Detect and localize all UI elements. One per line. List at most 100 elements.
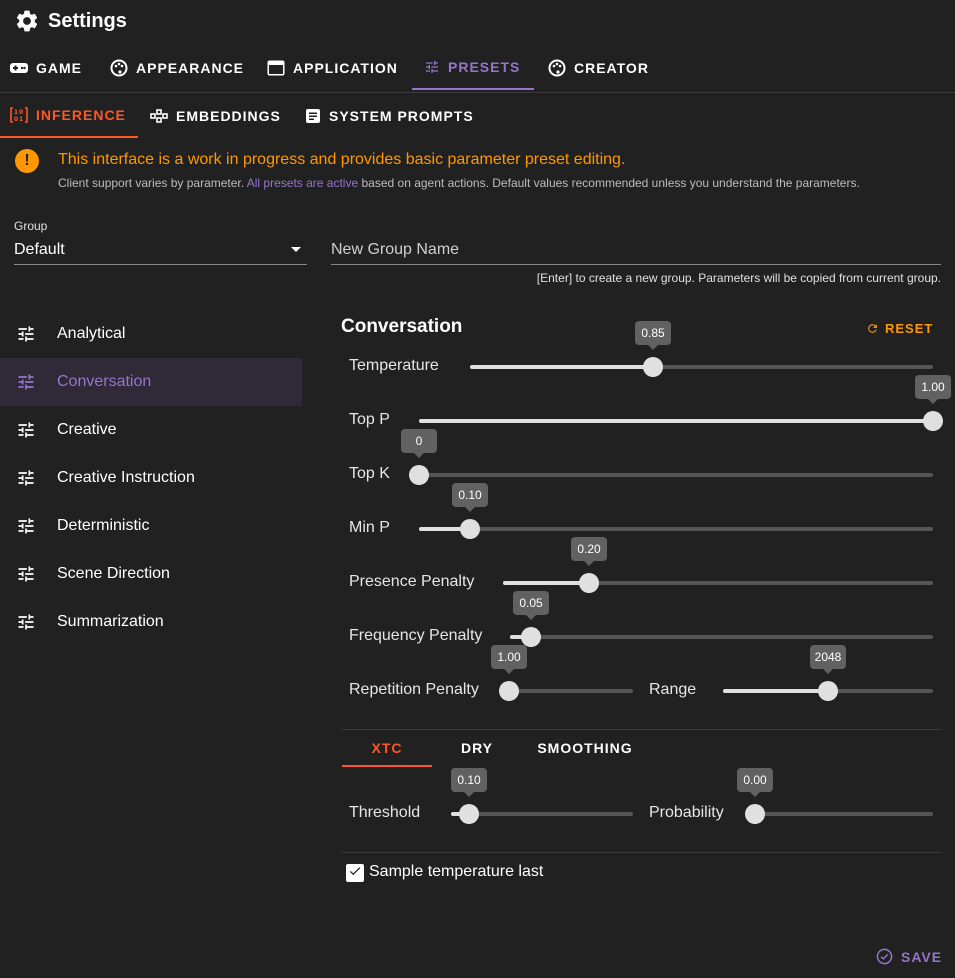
alert-sub-text: Client support varies by parameter. [58, 176, 245, 190]
checkmark-icon [348, 864, 362, 883]
divider [341, 852, 941, 853]
tune-icon [16, 516, 36, 541]
alert-icon: ! [15, 149, 39, 173]
alert-subtitle: Client support varies by parameter. All … [58, 176, 860, 190]
slider-value-label: 0.85 [635, 321, 671, 350]
slider-thumb[interactable] [745, 804, 765, 824]
threshold-label: Threshold [349, 804, 421, 821]
preset-item-deterministic[interactable]: Deterministic [0, 502, 302, 550]
preset-item-label: Analytical [57, 325, 126, 342]
slider-fill [419, 527, 470, 531]
range-slider[interactable]: 2048 [723, 645, 933, 701]
new-group-name-input[interactable]: New Group Name [331, 236, 941, 265]
page-title-text: Settings [48, 9, 127, 32]
reset-button[interactable]: RESET [866, 321, 933, 336]
tune-icon [16, 372, 36, 397]
probability-slider[interactable]: 0.00 [737, 768, 933, 824]
preset-item-conversation[interactable]: Conversation [0, 358, 302, 406]
slider-value-label: 0.00 [737, 768, 773, 797]
slider-fill [503, 581, 589, 585]
preset-item-creative[interactable]: Creative [0, 406, 302, 454]
slider-value-label: 0 [401, 429, 437, 458]
tab-application[interactable]: APPLICATION [267, 46, 397, 90]
frequency-penalty-label: Frequency Penalty [349, 627, 483, 644]
slider-thumb[interactable] [409, 465, 429, 485]
main-tabs: GAME APPEARANCE APPLICATION PRESETS CREA… [0, 46, 955, 93]
slider-thumb[interactable] [579, 573, 599, 593]
preset-item-analytical[interactable]: Analytical [0, 310, 302, 358]
sample-temperature-last-label: Sample temperature last [369, 863, 544, 880]
tune-icon [16, 324, 36, 349]
tab-system-prompts[interactable]: SYSTEM PROMPTS [305, 94, 477, 138]
slider-thumb[interactable] [923, 411, 943, 431]
probability-label: Probability [649, 804, 724, 821]
slider-value-label: 0.10 [451, 768, 487, 797]
save-button[interactable]: SAVE [876, 948, 942, 965]
slider-value-label: 2048 [810, 645, 846, 674]
tab-inference[interactable]: 10 01 INFERENCE [0, 94, 138, 138]
frequency-penalty-slider[interactable]: 0.05 [510, 591, 933, 647]
slider-thumb[interactable] [460, 519, 480, 539]
threshold-slider[interactable]: 0.10 [451, 768, 633, 824]
sample-temperature-last-checkbox[interactable] [346, 864, 364, 882]
preset-item-creative-instruction[interactable]: Creative Instruction [0, 454, 302, 502]
slider-thumb[interactable] [499, 681, 519, 701]
tab-game-label: GAME [36, 60, 82, 76]
slider-fill [723, 689, 828, 693]
top-k-label: Top K [349, 465, 390, 482]
presence-penalty-slider[interactable]: 0.20 [503, 537, 933, 593]
preset-item-summarization[interactable]: Summarization [0, 598, 302, 646]
preset-item-scene-direction[interactable]: Scene Direction [0, 550, 302, 598]
group-select[interactable]: Default [14, 236, 307, 265]
tab-application-label: APPLICATION [293, 60, 398, 76]
alert-sub-text-end: based on agent actions. Default values r… [361, 176, 860, 190]
tab-smoothing[interactable]: SMOOTHING [537, 739, 633, 756]
slider-fill [419, 419, 933, 423]
gear-icon [14, 8, 40, 34]
chevron-down-icon [291, 247, 301, 252]
group-label: Group [14, 219, 48, 233]
application-icon [267, 60, 285, 76]
slider-thumb[interactable] [643, 357, 663, 377]
group-select-value: Default [14, 241, 65, 258]
slider-thumb[interactable] [459, 804, 479, 824]
new-group-placeholder: New Group Name [331, 241, 460, 258]
preset-item-label: Deterministic [57, 517, 150, 534]
slider-fill [470, 365, 653, 369]
tab-inference-label: INFERENCE [36, 107, 126, 123]
tab-dry[interactable]: DRY [460, 739, 494, 756]
check-circle-icon [876, 948, 893, 965]
tab-embeddings-label: EMBEDDINGS [176, 108, 281, 124]
palette-icon [548, 59, 566, 77]
min-p-slider[interactable]: 0.10 [419, 483, 933, 539]
top-k-slider[interactable]: 0 [401, 429, 933, 485]
tab-embeddings[interactable]: EMBEDDINGS [150, 94, 280, 138]
document-icon [305, 108, 321, 124]
preset-item-label: Summarization [57, 613, 164, 630]
new-group-hint: [Enter] to create a new group. Parameter… [536, 271, 941, 285]
tab-creator-label: CREATOR [574, 60, 649, 76]
repetition-penalty-slider[interactable]: 1.00 [491, 645, 633, 701]
save-label: SAVE [901, 948, 943, 965]
temperature-slider[interactable]: 0.85 [470, 321, 933, 377]
svg-text:01: 01 [14, 116, 24, 123]
preset-item-label: Creative Instruction [57, 469, 195, 486]
page-title: Settings [14, 5, 127, 37]
tab-creator[interactable]: CREATOR [548, 46, 648, 90]
alert-link[interactable]: All presets are active [246, 176, 359, 190]
slider-value-label: 1.00 [491, 645, 527, 674]
slider-thumb[interactable] [521, 627, 541, 647]
tab-xtc[interactable]: XTC [342, 730, 432, 767]
tab-appearance[interactable]: APPEARANCE [110, 46, 243, 90]
repetition-penalty-label: Repetition Penalty [349, 681, 479, 698]
top-p-slider[interactable]: 1.00 [419, 375, 951, 431]
reset-label: RESET [885, 321, 934, 336]
tab-presets[interactable]: PRESETS [412, 46, 534, 90]
tab-presets-label: PRESETS [448, 59, 521, 75]
slider-fill [510, 635, 531, 639]
alert-title: This interface is a work in progress and… [58, 151, 626, 168]
slider-thumb[interactable] [818, 681, 838, 701]
tab-game[interactable]: GAME [10, 46, 82, 90]
slider-value-label: 0.05 [513, 591, 549, 620]
palette-icon [110, 59, 128, 77]
